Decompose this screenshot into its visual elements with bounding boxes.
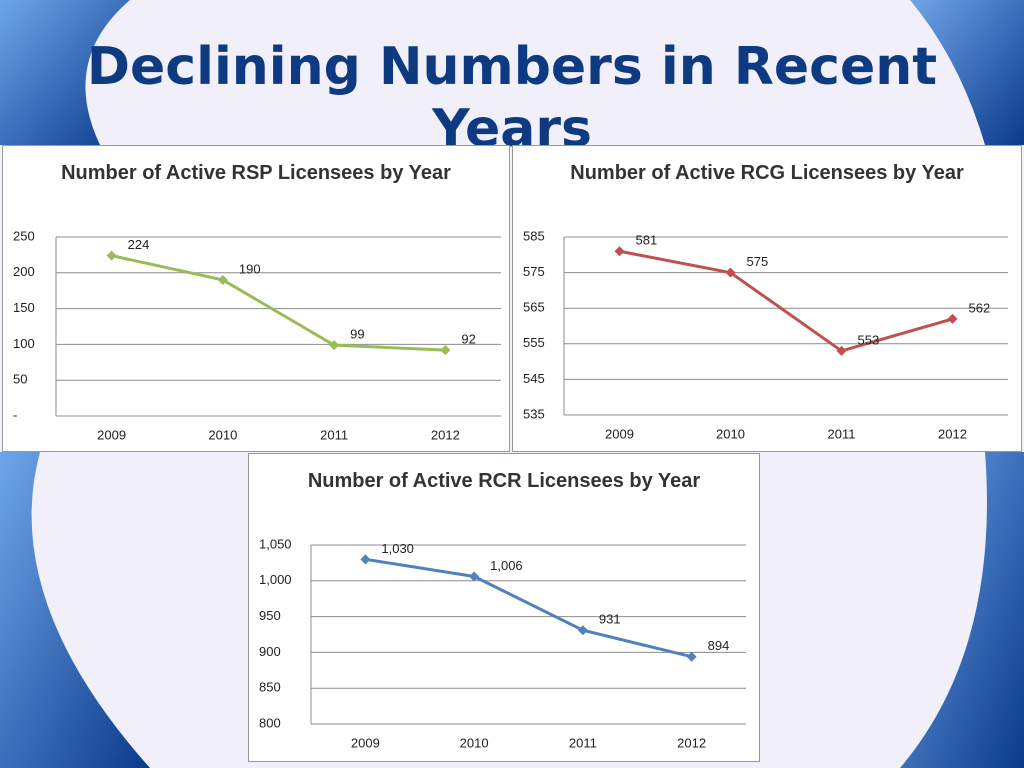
data-label: 575 [747,254,769,269]
chart-title: Number of Active RSP Licensees by Year [61,162,451,184]
x-tick-label: 2012 [431,427,460,442]
x-tick-label: 2009 [97,427,126,442]
point [360,554,371,565]
y-tick-label: 800 [259,715,281,730]
y-tick-label: 545 [523,371,545,386]
decor-shape [0,452,150,768]
data-label: 190 [239,261,261,276]
y-tick-label: 565 [523,300,545,315]
y-tick-label: 585 [523,228,545,243]
point [440,345,451,356]
data-label: 224 [128,237,150,252]
point [577,625,588,636]
plot: - 50 100 150 200 250 2009 2010 2011 2012 224 190 99 9… [13,228,501,442]
line [619,249,953,353]
point [836,345,847,356]
y-tick-label: 555 [523,335,545,350]
x-tick-label: 2010 [208,427,237,442]
x-tick-label: 2009 [351,735,380,750]
point [725,267,736,278]
data-label: 894 [708,638,730,653]
y-tick-label: 900 [259,644,281,659]
chart: 800 850 900 950 1,000 1,050 2009 2010 2011 2012 1,… [248,453,760,762]
y-tick-label: 150 [13,300,35,315]
x-tick-label: 2010 [460,735,489,750]
decor-shape [900,452,1024,768]
point [614,246,625,257]
x-tick-label: 2011 [828,426,856,441]
point [469,571,480,582]
chart: - 50 100 150 200 250 2009 2010 2011 2012 224 190 99 9… [2,145,510,452]
chart-title: Number of Active RCR Licensees by Year [307,470,701,492]
data-label: 931 [599,612,621,627]
data-label: 1,030 [381,541,414,556]
x-tick-label: 2011 [569,735,597,750]
data-label: 581 [636,233,658,248]
y-tick-label: 50 [13,372,27,387]
data-label: 99 [350,327,364,342]
x-tick-label: 2009 [605,426,634,441]
y-tick-label: 100 [13,336,35,351]
chart-title: Number of Active RCG Licensees by Year [570,162,964,184]
decor-shape [910,0,1024,145]
point [217,274,228,285]
decor-shape [0,0,130,145]
data-label: 562 [969,300,991,315]
y-tick-label: 575 [523,264,545,279]
point [106,250,117,261]
chart: 535 545 555 565 575 585 2009 2010 2011 2012 581 575… [512,145,1022,452]
y-tick-label: 1,000 [259,572,292,587]
y-tick-label: 200 [13,264,35,279]
point [686,651,697,662]
y-tick-label: 250 [13,228,35,243]
line [365,557,692,659]
y-tick-label: 535 [523,406,545,421]
slide-title: Declining Numbers in Recent Years [86,37,938,160]
y-tick-label: - [13,407,17,422]
plot: 535 545 555 565 575 585 2009 2010 2011 2012 581 575… [523,228,1008,441]
x-tick-label: 2010 [716,426,745,441]
y-tick-label: 950 [259,608,281,623]
plot: 800 850 900 950 1,000 1,050 2009 2010 2011 2012 1,… [259,536,746,750]
x-tick-label: 2011 [320,427,348,442]
point [947,313,958,324]
point [329,340,340,351]
x-tick-label: 2012 [677,735,706,750]
data-label: 1,006 [490,558,523,573]
y-tick-label: 1,050 [259,536,292,551]
data-label: 92 [461,332,475,347]
y-tick-label: 850 [259,680,281,695]
x-tick-label: 2012 [938,426,967,441]
data-label: 553 [858,332,880,347]
line [111,254,446,352]
